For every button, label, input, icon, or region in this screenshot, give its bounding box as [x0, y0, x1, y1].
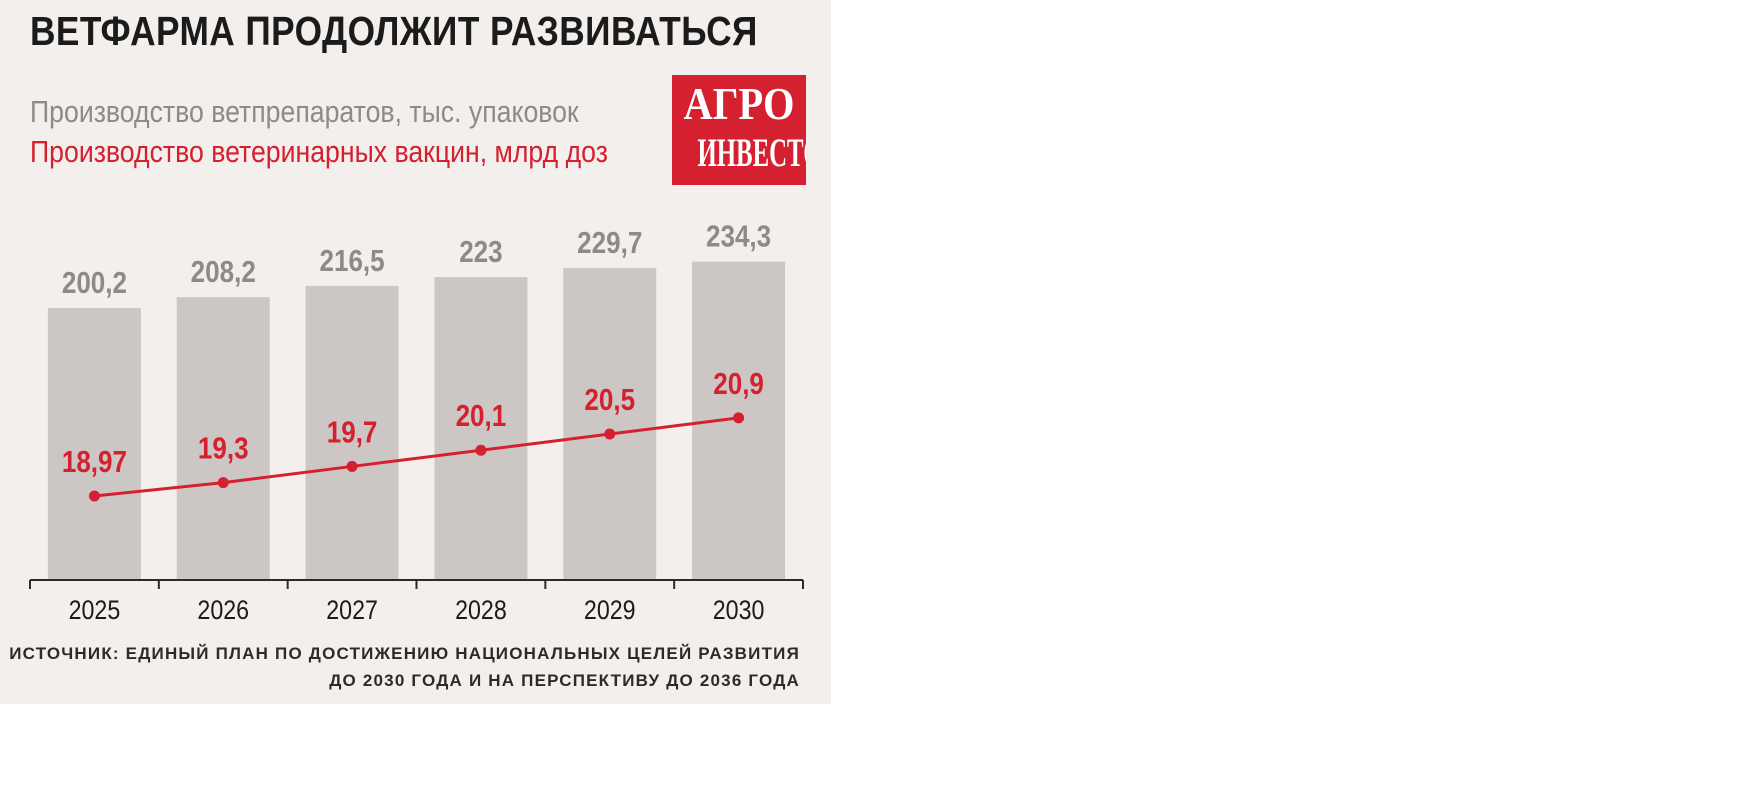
bar-2029 [563, 267, 657, 580]
x-tick-label-2028: 2028 [455, 595, 507, 625]
line-point-2027 [346, 460, 358, 472]
bar-2028 [434, 277, 528, 580]
chart-title: ВЕТФАРМА ПРОДОЛЖИТ РАЗВИВАТЬСЯ [30, 8, 758, 54]
line-point-2030 [733, 412, 745, 424]
line-point-2025 [88, 490, 100, 502]
agroinvestor-logo: АГРО ИНВЕСТОР [672, 75, 806, 185]
line-value-label-2025: 18,97 [62, 445, 127, 480]
x-tick-label-2029: 2029 [584, 595, 636, 625]
line-value-label-2026: 19,3 [198, 432, 249, 467]
line-vaccines [94, 416, 739, 498]
line-point-2026 [217, 477, 229, 489]
bar-2027 [305, 285, 399, 580]
line-value-label-2029: 20,5 [584, 383, 635, 418]
source-line-1: ИСТОЧНИК: ЕДИНЫЙ ПЛАН ПО ДОСТИЖЕНИЮ НАЦИ… [9, 644, 800, 663]
bar-value-label-2028: 223 [459, 235, 502, 270]
line-value-label-2027: 19,7 [327, 415, 378, 450]
x-tick-label-2027: 2027 [326, 595, 378, 625]
bar-value-label-2029: 229,7 [577, 226, 642, 261]
chart-svg: 200,2 208,2 216,5 223 229,7 234,3 2025 2026 2027… [29, 220, 804, 625]
line-value-label-2028: 20,1 [456, 399, 507, 434]
bar-value-label-2030: 234,3 [706, 220, 771, 255]
bar-value-label-2026: 208,2 [191, 255, 256, 290]
x-tick-label-2030: 2030 [713, 595, 765, 625]
bar-2025 [47, 308, 141, 580]
line-point-2029 [604, 428, 616, 440]
bar-2026 [176, 297, 270, 580]
line-point-2028 [475, 444, 487, 456]
logo-line-1: АГРО [683, 78, 795, 129]
bar-value-label-2025: 200,2 [62, 266, 127, 301]
source-note: ИСТОЧНИК: ЕДИНЫЙ ПЛАН ПО ДОСТИЖЕНИЮ НАЦИ… [9, 640, 800, 694]
legend-line-series: Производство ветеринарных вакцин, млрд д… [30, 134, 608, 169]
x-tick-label-2026: 2026 [197, 595, 249, 625]
legend-bar-series: Производство ветпрепаратов, тыс. упаково… [30, 94, 579, 129]
bar-value-label-2027: 216,5 [320, 244, 385, 279]
source-line-2: ДО 2030 ГОДА И НА ПЕРСПЕКТИВУ ДО 2036 ГО… [329, 671, 800, 690]
x-tick-label-2025: 2025 [69, 595, 121, 625]
line-value-label-2030: 20,9 [713, 367, 764, 402]
